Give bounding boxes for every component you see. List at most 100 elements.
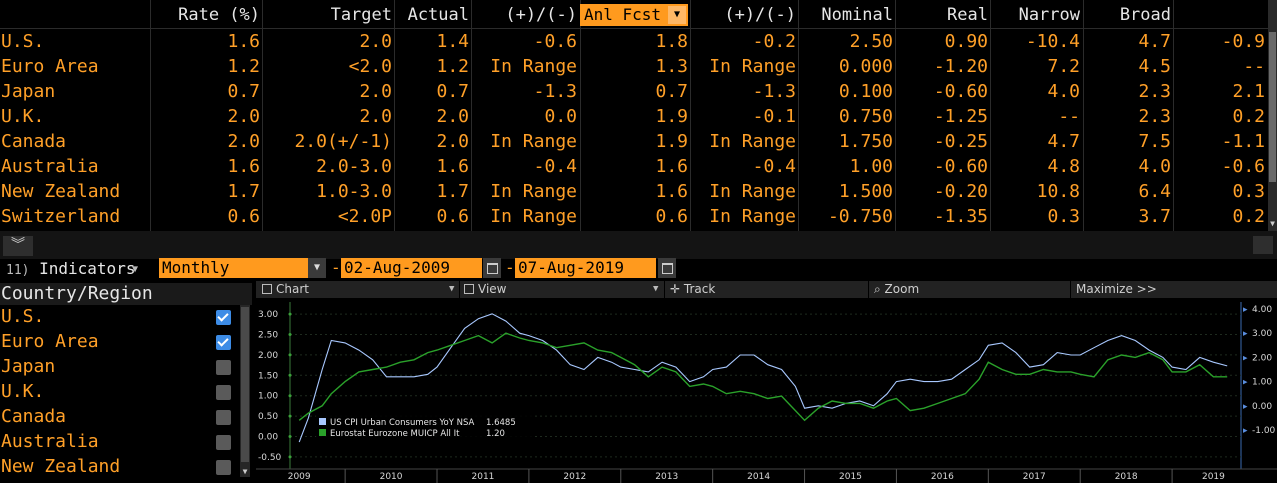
scrollbar-thumb[interactable] (241, 307, 249, 462)
view-dropdown-icon[interactable]: ▼ (653, 284, 659, 294)
cell-broad: 4.0 (1138, 156, 1171, 177)
cell-diff2: In Range (709, 131, 796, 152)
cell-diff1: In Range (490, 181, 577, 202)
end-date-field[interactable]: 07-Aug-2019 (515, 258, 656, 278)
cell-rate: 0.6 (227, 206, 260, 227)
header-anl-fcst-dropdown[interactable]: Anl Fcst ▼ (580, 4, 688, 26)
left-tick-label: 3.00 (258, 310, 278, 320)
frequency-dropdown-icon[interactable]: ▼ (308, 258, 326, 278)
table-row[interactable]: Euro Area 1.2 <2.0 1.2 In Range 1.3 In Range 0.… (0, 54, 1268, 79)
view-menu[interactable]: View (464, 281, 506, 298)
country-checkbox[interactable] (216, 460, 231, 475)
country-name: U.S. (1, 31, 45, 52)
table-row[interactable]: Switzerland 0.6 <2.0P 0.6 In Range 0.6 In Rang… (0, 204, 1268, 229)
panel-divider (0, 231, 1277, 259)
country-list-item[interactable]: New Zealand (1, 456, 121, 477)
checkbox-icon (262, 284, 272, 294)
zoom-label: Zoom (884, 282, 920, 296)
country-list-item[interactable]: Australia (1, 431, 99, 452)
maximize-button[interactable]: Maximize >> (1076, 282, 1157, 296)
left-axis: 3.00 2.50 2.00 1.50 1.00 0.50 0.00 -0.50 (258, 310, 292, 463)
column-divider (1083, 0, 1084, 231)
right-tick-label: 0.00 (1252, 402, 1272, 412)
country-checkbox[interactable] (216, 435, 231, 450)
left-tick-mark (288, 455, 292, 459)
indicators-label: Indicators (39, 259, 136, 278)
country-checkbox[interactable] (216, 310, 231, 325)
country-name: Australia (1, 156, 99, 177)
country-list-item[interactable]: U.K. (1, 381, 45, 402)
cell-diff2: -0.2 (752, 31, 796, 52)
cell-actual: 1.6 (436, 156, 469, 177)
inflation-line-chart[interactable]: 3.00 2.50 2.00 1.50 1.00 0.50 0.00 -0.50 4.00 ▸ 3… (256, 298, 1277, 483)
indicators-dropdown-icon[interactable]: ▼ (132, 264, 139, 275)
left-tick-label: 0.00 (258, 432, 278, 442)
country-list-item[interactable]: U.S. (1, 306, 45, 327)
cell-real: -0.25 (933, 131, 988, 152)
country-checkbox[interactable] (216, 385, 231, 400)
left-tick-mark (288, 353, 292, 357)
table-row[interactable]: Canada 2.0 2.0(+/-1) 2.0 In Range 1.9 In Range… (0, 129, 1268, 154)
x-tick-label: 2015 (839, 472, 862, 482)
indicators-menu[interactable]: 11) Indicators (6, 259, 135, 281)
header-rate[interactable]: Rate (%) (178, 5, 260, 25)
cell-actual: 1.2 (436, 56, 469, 77)
header-diff-forecast[interactable]: (+)/(-) (724, 5, 796, 25)
table-row[interactable]: New Zealand 1.7 1.0-3.0 1.7 In Range 1.6 In Ra… (0, 179, 1268, 204)
x-tick-label: 2009 (288, 472, 311, 482)
header-target[interactable]: Target (330, 5, 392, 25)
country-list-item[interactable]: Euro Area (1, 331, 99, 352)
series-lines (298, 313, 1228, 443)
header-diff-actual[interactable]: (+)/(-) (505, 5, 577, 25)
track-button[interactable]: ✛ Track (670, 281, 715, 298)
chart-dropdown-icon[interactable]: ▼ (449, 284, 455, 294)
start-date-field[interactable]: 02-Aug-2009 (341, 258, 482, 278)
toolbar-separator (1070, 281, 1071, 298)
start-calendar-icon[interactable] (483, 258, 501, 278)
header-real[interactable]: Real (947, 5, 988, 25)
cell-nominal: 1.00 (849, 156, 893, 177)
country-list-item[interactable]: Japan (1, 356, 56, 377)
header-narrow[interactable]: Narrow (1018, 5, 1080, 25)
frequency-select[interactable]: Monthly (159, 258, 308, 278)
scrollbar-thumb[interactable] (1269, 32, 1276, 182)
table-row[interactable]: Japan 0.7 2.0 0.7 -1.3 0.7 -1.3 0.100 -0.60 4.0 2.… (0, 79, 1268, 104)
table-row[interactable]: U.K. 2.0 2.0 2.0 0.0 1.9 -0.1 0.750 -1.25 -- 2.3 0.… (0, 104, 1268, 129)
end-calendar-icon[interactable] (658, 258, 676, 278)
cell-fcst: 1.6 (655, 181, 688, 202)
cell-target: 2.0 (359, 31, 392, 52)
chart-legend: US CPI Urban Consumers YoY NSA 1.6485 Euro… (316, 414, 534, 440)
cell-fcst: 0.7 (655, 81, 688, 102)
cell-rate: 1.7 (227, 181, 260, 202)
list-scrollbar[interactable]: ▼ (240, 305, 250, 477)
crosshair-icon: ✛ (670, 282, 684, 296)
country-list-item[interactable]: Canada (1, 406, 67, 427)
scroll-down-icon[interactable]: ▼ (242, 467, 248, 476)
chart-menu[interactable]: Chart (262, 281, 309, 298)
cell-broad: 3.7 (1138, 206, 1171, 227)
table-row[interactable]: U.S. 1.6 2.0 1.4 -0.6 1.8 -0.2 2.50 0.90 -10.4 4.7… (0, 29, 1268, 54)
country-name: New Zealand (1, 181, 121, 202)
zoom-button[interactable]: ⌕ Zoom (874, 281, 919, 298)
panel-resize-handle[interactable] (1253, 236, 1273, 254)
header-broad[interactable]: Broad (1119, 5, 1171, 25)
cell-target: <2.0 (348, 56, 392, 77)
table-scrollbar[interactable]: ▼ (1268, 0, 1277, 231)
cell-broad: 4.5 (1138, 56, 1171, 77)
left-tick-label: 2.00 (258, 351, 278, 361)
scroll-down-icon[interactable]: ▼ (1270, 219, 1275, 228)
country-checkbox[interactable] (216, 335, 231, 350)
dropdown-arrow-icon[interactable]: ▼ (668, 6, 686, 24)
right-tick-arrow-icon: ▸ (1243, 426, 1248, 436)
country-checkbox[interactable] (216, 360, 231, 375)
country-checkbox[interactable] (216, 410, 231, 425)
header-nominal[interactable]: Nominal (821, 5, 893, 25)
cell-narrow: -10.4 (1025, 31, 1080, 52)
table-row[interactable]: Australia 1.6 2.0-3.0 1.6 -0.4 1.6 -0.4 1.00 -0.… (0, 154, 1268, 179)
column-divider (150, 0, 151, 231)
header-actual[interactable]: Actual (407, 5, 469, 25)
x-tick-label: 2014 (747, 472, 770, 482)
collapse-button[interactable]: ︾ (3, 236, 33, 256)
cell-diff1: -0.6 (533, 31, 577, 52)
left-tick-label: 1.00 (258, 392, 278, 402)
